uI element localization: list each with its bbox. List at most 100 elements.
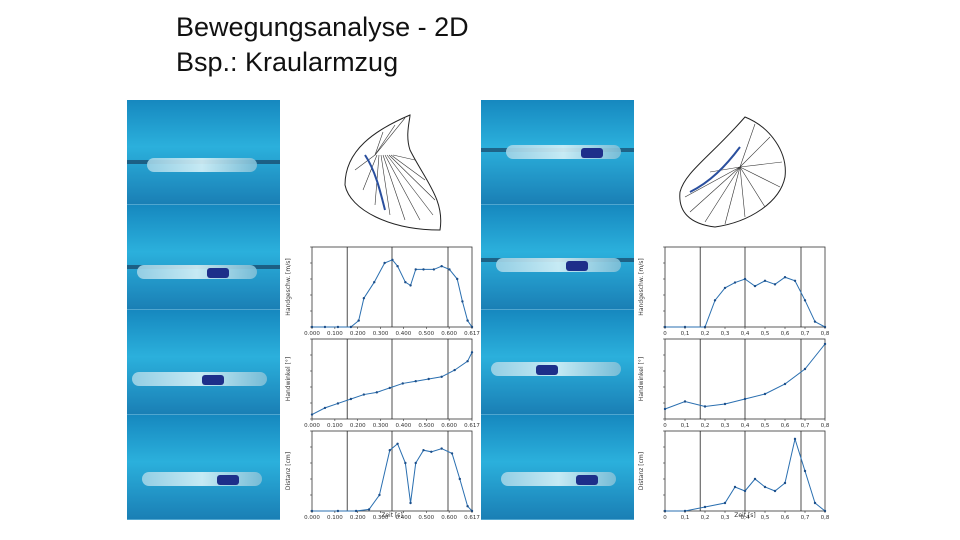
data-point <box>336 402 340 405</box>
swimmer-trunks <box>207 268 229 278</box>
data-point <box>310 509 314 513</box>
x-tick-label: 0,7 <box>801 515 810 520</box>
x-tick-label: 0,2 <box>701 423 710 429</box>
x-tick-label: 0,6 <box>781 423 790 429</box>
x-tick-label: 0.400 <box>396 423 412 429</box>
data-point <box>362 393 366 396</box>
x-tick-label: 0,4 <box>741 331 750 337</box>
x-tick-label: 0.200 <box>350 423 366 429</box>
swim-photo-strip-right <box>481 100 634 520</box>
x-tick-label: 0.400 <box>396 331 412 337</box>
swimmer <box>147 158 257 172</box>
data-point <box>336 509 340 513</box>
axis-label-x: Zeit [s] <box>381 512 403 519</box>
data-point <box>753 284 757 288</box>
data-point <box>803 299 807 302</box>
data-point <box>409 501 412 505</box>
data-point <box>349 397 353 401</box>
data-point <box>773 489 777 493</box>
chart-stack-left: Handgeschw. [m/s] 0.000 0.100 0.200 0.300 0.4… <box>282 241 480 521</box>
photo-frame <box>127 205 280 311</box>
x-tick-label: 0,5 <box>761 331 770 337</box>
data-point <box>440 447 443 450</box>
data-point <box>362 297 366 300</box>
x-tick-label: 0.100 <box>327 515 343 520</box>
data-point <box>743 397 747 401</box>
data-point <box>466 505 469 508</box>
axis-label-y: Handgeschw. [m/s] <box>638 258 645 315</box>
x-tick-label: 0,4 <box>741 423 750 429</box>
data-point <box>414 268 417 271</box>
data-point <box>470 509 474 513</box>
swimmer-trunks <box>536 365 558 375</box>
swimmer <box>501 472 616 486</box>
swimmer <box>496 258 621 272</box>
data-point <box>448 268 451 271</box>
x-tick-label: 0.000 <box>304 331 320 337</box>
x-tick-label: 0.000 <box>304 515 320 520</box>
data-point <box>430 450 433 453</box>
data-point <box>388 386 391 390</box>
data-point <box>422 268 425 271</box>
x-tick-label: 0,6 <box>781 515 790 520</box>
x-tick-label: 0.300 <box>373 423 389 429</box>
photo-frame <box>481 415 634 520</box>
data-point <box>375 391 379 394</box>
data-point <box>404 461 407 465</box>
x-tick-label: 0,1 <box>681 331 690 337</box>
x-tick-label: 0.200 <box>350 331 366 337</box>
data-point <box>753 477 757 481</box>
x-tick-label: 0.600 <box>441 423 457 429</box>
photo-frame <box>127 310 280 416</box>
series-line <box>665 437 826 512</box>
x-tick-label: 0,2 <box>701 515 710 520</box>
data-point <box>813 320 817 323</box>
data-point <box>373 281 376 284</box>
chart-right-svg: Handgeschw. [m/s] 0 0,1 0,2 0,3 0,4 0,5 0,6 0,7 0… <box>638 246 830 521</box>
x-tick-label: 0.617 <box>464 515 480 520</box>
data-point <box>793 279 797 282</box>
axis-label-y: Handgeschw. [m/s] <box>285 258 292 315</box>
swimmer <box>142 472 262 486</box>
data-point <box>813 501 817 505</box>
data-point <box>466 319 469 322</box>
data-point <box>401 382 404 385</box>
data-point <box>453 368 456 372</box>
data-point <box>723 501 727 505</box>
axis-label-y: Handwinkel [°] <box>638 357 645 401</box>
x-tick-label: 0.400 <box>396 515 412 520</box>
x-tick-label: 0.500 <box>418 423 434 429</box>
swimmer <box>506 145 621 159</box>
data-point <box>466 360 469 363</box>
data-point <box>432 268 436 271</box>
x-tick-label: 0.100 <box>327 331 343 337</box>
x-tick-label: 0.600 <box>441 331 457 337</box>
x-tick-label: 0,8 <box>821 423 830 429</box>
data-point <box>663 509 667 513</box>
data-point <box>391 258 394 261</box>
data-point <box>743 277 747 281</box>
data-point <box>440 265 443 268</box>
x-tick-label: 0.600 <box>441 515 457 520</box>
data-point <box>733 485 737 489</box>
swimmer-trunks <box>566 261 588 271</box>
data-point <box>396 442 399 445</box>
data-point <box>723 286 727 290</box>
data-point <box>823 509 827 513</box>
slide-subtitle: Bsp.: Kraularmzug <box>176 47 399 77</box>
x-tick-label: 0,1 <box>681 515 690 520</box>
data-point <box>783 382 787 386</box>
chart-left-svg: Handgeschw. [m/s] 0.000 0.100 0.200 0.300 0.4… <box>285 246 480 521</box>
data-point <box>703 405 707 408</box>
data-point <box>803 469 807 473</box>
data-point <box>773 283 777 286</box>
data-point <box>683 509 687 513</box>
x-tick-label: 0,7 <box>801 331 810 337</box>
x-tick-label: 0,5 <box>761 515 770 520</box>
x-tick-label: 0,4 <box>741 515 750 520</box>
x-tick-label: 0,8 <box>821 331 830 337</box>
x-tick-label: 0.000 <box>304 423 320 429</box>
x-tick-label: 0,5 <box>761 423 770 429</box>
arm-trajectory-left <box>344 114 442 231</box>
swimmer <box>132 372 267 386</box>
